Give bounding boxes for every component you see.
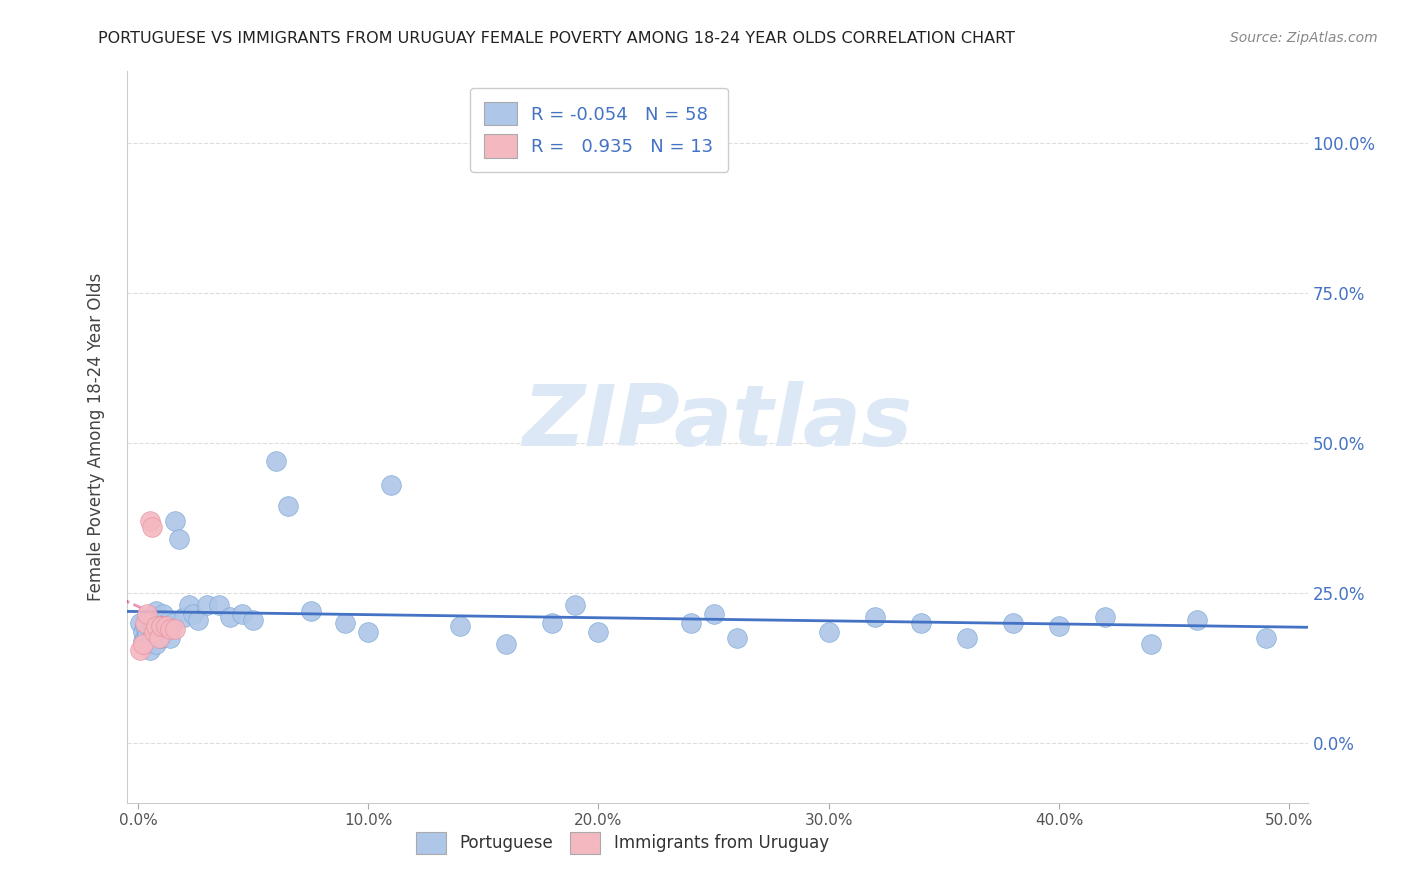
- Point: [150, 615, 173, 630]
- Point: [357, 624, 380, 639]
- Point: [495, 637, 517, 651]
- Point: [159, 622, 181, 636]
- Point: [134, 619, 156, 633]
- Point: [148, 624, 170, 639]
- Point: [679, 615, 702, 630]
- Point: [145, 604, 167, 618]
- Point: [277, 499, 299, 513]
- Point: [173, 610, 195, 624]
- Text: ZIPatlas: ZIPatlas: [522, 381, 912, 464]
- Point: [141, 622, 163, 636]
- Point: [156, 619, 179, 633]
- Point: [129, 643, 152, 657]
- Point: [725, 631, 748, 645]
- Point: [169, 532, 191, 546]
- Point: [187, 613, 209, 627]
- Point: [541, 615, 564, 630]
- Point: [219, 610, 242, 624]
- Point: [1185, 613, 1208, 627]
- Point: [138, 610, 160, 624]
- Point: [143, 624, 166, 639]
- Point: [145, 619, 167, 633]
- Point: [152, 607, 174, 621]
- Point: [143, 619, 166, 633]
- Point: [141, 631, 163, 645]
- Point: [1256, 631, 1278, 645]
- Point: [162, 615, 184, 630]
- Point: [177, 598, 200, 612]
- Point: [131, 634, 153, 648]
- Point: [242, 613, 264, 627]
- Point: [163, 514, 186, 528]
- Point: [131, 637, 153, 651]
- Point: [141, 520, 163, 534]
- Point: [163, 622, 186, 636]
- Point: [150, 631, 173, 645]
- Point: [1094, 610, 1116, 624]
- Point: [134, 615, 156, 630]
- Point: [155, 624, 177, 639]
- Point: [155, 619, 177, 633]
- Point: [1047, 619, 1070, 633]
- Point: [131, 624, 153, 639]
- Point: [449, 619, 471, 633]
- Point: [129, 615, 152, 630]
- Text: Source: ZipAtlas.com: Source: ZipAtlas.com: [1230, 31, 1378, 45]
- Point: [863, 610, 886, 624]
- Point: [910, 615, 932, 630]
- Point: [136, 637, 159, 651]
- Point: [703, 607, 725, 621]
- Point: [231, 607, 253, 621]
- Point: [150, 619, 173, 633]
- Point: [148, 631, 170, 645]
- Point: [1140, 637, 1163, 651]
- Point: [195, 598, 218, 612]
- Point: [136, 607, 159, 621]
- Point: [136, 628, 159, 642]
- Point: [299, 604, 322, 618]
- Point: [956, 631, 979, 645]
- Point: [264, 454, 287, 468]
- Text: PORTUGUESE VS IMMIGRANTS FROM URUGUAY FEMALE POVERTY AMONG 18-24 YEAR OLDS CORRE: PORTUGUESE VS IMMIGRANTS FROM URUGUAY FE…: [98, 31, 1015, 46]
- Legend: Portuguese, Immigrants from Uruguay: Portuguese, Immigrants from Uruguay: [409, 826, 835, 860]
- Point: [134, 631, 156, 645]
- Point: [138, 514, 160, 528]
- Point: [335, 615, 357, 630]
- Point: [207, 598, 229, 612]
- Point: [159, 631, 181, 645]
- Point: [564, 598, 586, 612]
- Point: [380, 478, 402, 492]
- Point: [145, 637, 167, 651]
- Y-axis label: Female Poverty Among 18-24 Year Olds: Female Poverty Among 18-24 Year Olds: [87, 273, 105, 601]
- Point: [588, 624, 610, 639]
- Point: [181, 607, 204, 621]
- Point: [138, 643, 160, 657]
- Point: [143, 610, 166, 624]
- Point: [1001, 615, 1024, 630]
- Point: [817, 624, 839, 639]
